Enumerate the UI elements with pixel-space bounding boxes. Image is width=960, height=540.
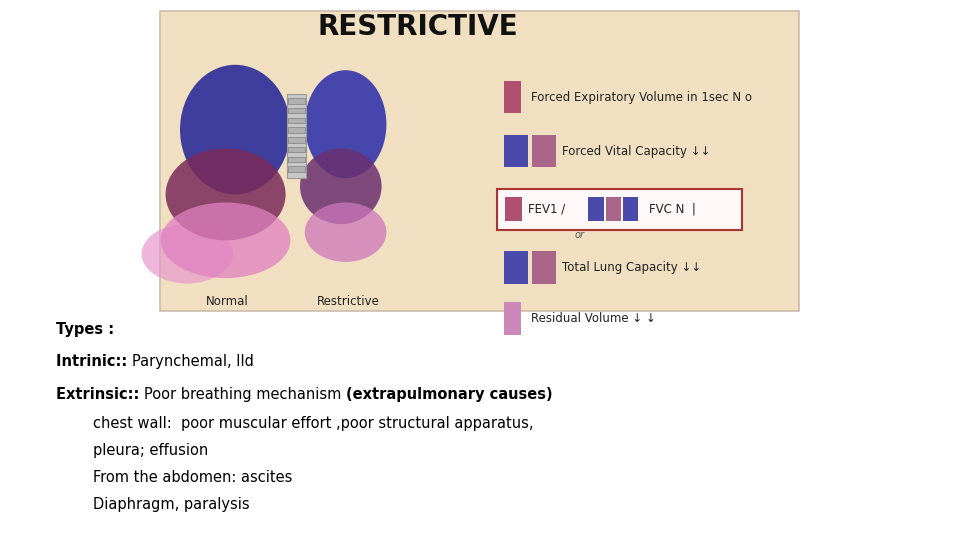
Bar — [288, 98, 305, 104]
Ellipse shape — [180, 65, 290, 194]
Text: From the abdomen: ascites: From the abdomen: ascites — [56, 470, 292, 485]
Bar — [287, 94, 306, 178]
Text: Poor breathing mechanism: Poor breathing mechanism — [144, 387, 347, 402]
Bar — [288, 137, 305, 143]
Bar — [288, 166, 305, 172]
Bar — [504, 302, 521, 335]
Bar — [288, 147, 305, 152]
Text: Normal: Normal — [206, 295, 249, 308]
Bar — [505, 197, 522, 221]
Text: Forced Expiratory Volume in 1sec N o: Forced Expiratory Volume in 1sec N o — [531, 91, 752, 104]
Ellipse shape — [165, 148, 286, 240]
Bar — [588, 197, 604, 221]
Text: pleura; effusion: pleura; effusion — [56, 443, 208, 458]
Bar — [288, 118, 305, 123]
Text: chest wall:  poor muscular effort ,poor structural apparatus,: chest wall: poor muscular effort ,poor s… — [56, 416, 533, 431]
Ellipse shape — [304, 202, 386, 262]
Bar — [606, 197, 621, 221]
Text: or: or — [575, 230, 585, 240]
Text: FVC N  |: FVC N | — [649, 202, 696, 216]
Text: Forced Vital Capacity ↓↓: Forced Vital Capacity ↓↓ — [562, 145, 710, 158]
Text: Total Lung Capacity ↓↓: Total Lung Capacity ↓↓ — [562, 261, 701, 274]
Bar — [504, 135, 528, 167]
Bar — [497, 189, 742, 230]
FancyBboxPatch shape — [160, 11, 799, 310]
Text: Types :: Types : — [56, 322, 114, 337]
Text: Extrinsic::: Extrinsic:: — [56, 387, 144, 402]
Bar — [532, 135, 556, 167]
Text: Diaphragm, paralysis: Diaphragm, paralysis — [56, 497, 250, 512]
Bar — [504, 251, 528, 284]
Bar — [288, 157, 305, 162]
Text: RESTRICTIVE: RESTRICTIVE — [318, 13, 517, 41]
Bar — [288, 127, 305, 133]
Bar — [504, 81, 521, 113]
Ellipse shape — [300, 148, 381, 224]
Ellipse shape — [142, 224, 233, 284]
Text: FEV1 /: FEV1 / — [528, 202, 565, 216]
Text: Parynchemal, Ild: Parynchemal, Ild — [132, 354, 254, 369]
Bar — [532, 251, 556, 284]
Bar — [288, 108, 305, 113]
Bar — [623, 197, 638, 221]
Text: Restrictive: Restrictive — [317, 295, 380, 308]
Text: (extrapulmonary causes): (extrapulmonary causes) — [347, 387, 553, 402]
Ellipse shape — [160, 202, 290, 278]
Text: Residual Volume ↓ ↓: Residual Volume ↓ ↓ — [531, 312, 656, 325]
Text: Intrinic::: Intrinic:: — [56, 354, 132, 369]
Ellipse shape — [304, 70, 386, 178]
